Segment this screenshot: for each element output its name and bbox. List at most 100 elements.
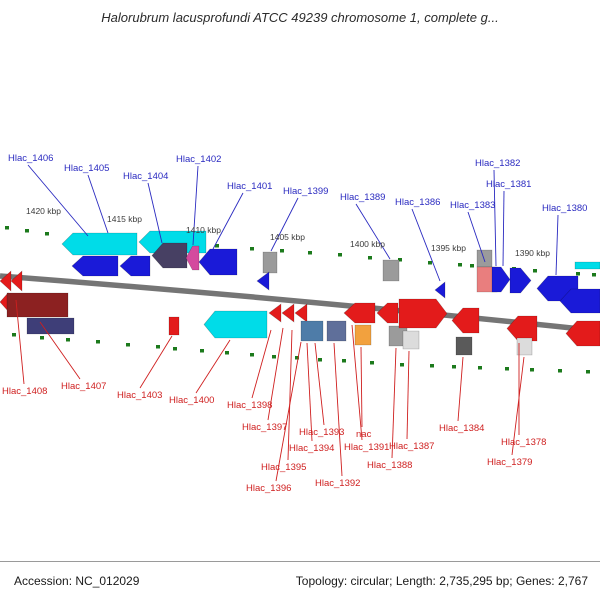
- gene-shape[interactable]: [71, 255, 119, 277]
- scale-tick: [215, 244, 219, 248]
- label-leader-line: [511, 356, 525, 456]
- gene-shape[interactable]: [574, 261, 600, 270]
- gene-label-reverse[interactable]: Hlac_1400: [169, 395, 214, 406]
- gene-shape[interactable]: [61, 232, 138, 256]
- gene-shape[interactable]: [382, 259, 400, 282]
- gene-shape[interactable]: [198, 248, 238, 276]
- scale-tick: [338, 253, 342, 257]
- gene-label-reverse[interactable]: nac: [356, 429, 372, 440]
- scale-tick: [558, 369, 562, 373]
- gene-shape[interactable]: [451, 307, 480, 334]
- scale-tick: [458, 263, 462, 267]
- gene-shape[interactable]: [326, 320, 347, 342]
- scale-label: 1405 kbp: [270, 232, 305, 242]
- gene-shape[interactable]: [203, 310, 268, 339]
- gene-label-reverse[interactable]: Hlac_1379: [487, 457, 532, 468]
- gene-shape[interactable]: [402, 330, 420, 350]
- gene-shape[interactable]: [168, 316, 180, 336]
- scale-tick: [295, 356, 299, 360]
- scale-tick: [576, 272, 580, 276]
- scale-tick: [45, 232, 49, 236]
- gene-label-reverse[interactable]: Hlac_1391: [344, 442, 389, 453]
- gene-shape[interactable]: [343, 302, 376, 324]
- scale-tick: [505, 367, 509, 371]
- scale-tick: [428, 261, 432, 265]
- gene-label-reverse[interactable]: Hlac_1393: [299, 427, 344, 438]
- label-leader-line: [39, 321, 81, 380]
- label-leader-line: [406, 350, 410, 440]
- gene-label-reverse[interactable]: Hlac_1407: [61, 381, 106, 392]
- scale-label: 1410 kbp: [186, 225, 221, 235]
- gene-shape[interactable]: [6, 292, 69, 318]
- scale-tick: [586, 370, 590, 374]
- scale-tick: [308, 251, 312, 255]
- gene-shape[interactable]: [151, 242, 188, 269]
- gene-label-reverse[interactable]: Hlac_1397: [242, 422, 287, 433]
- label-leader-line: [270, 197, 299, 252]
- gene-label-reverse[interactable]: Hlac_1396: [246, 483, 291, 494]
- gene-shape[interactable]: [26, 317, 75, 335]
- gene-label-reverse[interactable]: Hlac_1403: [117, 390, 162, 401]
- scale-label: 1420 kbp: [26, 206, 61, 216]
- gene-shape[interactable]: [398, 298, 448, 329]
- gene-label-reverse[interactable]: Hlac_1392: [315, 478, 360, 489]
- gene-shape[interactable]: [506, 315, 538, 342]
- gene-label-forward[interactable]: Hlac_1383: [450, 200, 495, 211]
- gene-shape[interactable]: [491, 266, 511, 293]
- label-leader-line: [333, 342, 343, 477]
- gene-shape[interactable]: [565, 320, 600, 347]
- gene-label-reverse[interactable]: Hlac_1408: [2, 386, 47, 397]
- gene-label-reverse[interactable]: Hlac_1398: [227, 400, 272, 411]
- scale-tick: [398, 258, 402, 262]
- gene-shape[interactable]: [138, 230, 207, 254]
- gene-label-forward[interactable]: Hlac_1380: [542, 203, 587, 214]
- gene-label-forward[interactable]: Hlac_1401: [227, 181, 272, 192]
- gene-label-forward[interactable]: Hlac_1402: [176, 154, 221, 165]
- gene-label-reverse[interactable]: Hlac_1387: [389, 441, 434, 452]
- gene-label-forward[interactable]: Hlac_1389: [340, 192, 385, 203]
- gene-shape[interactable]: [281, 303, 295, 323]
- gene-label-reverse[interactable]: Hlac_1384: [439, 423, 484, 434]
- gene-shape[interactable]: [262, 251, 278, 274]
- gene-label-reverse[interactable]: Hlac_1395: [261, 462, 306, 473]
- scale-tick: [250, 353, 254, 357]
- gene-shape[interactable]: [119, 255, 151, 277]
- gene-label-forward[interactable]: Hlac_1406: [8, 153, 53, 164]
- gene-label-forward[interactable]: Hlac_1381: [486, 179, 531, 190]
- gene-shape[interactable]: [509, 267, 532, 294]
- gene-shape[interactable]: [455, 336, 473, 356]
- gene-shape[interactable]: [300, 320, 324, 342]
- gene-shape[interactable]: [10, 270, 23, 292]
- label-leader-line: [555, 214, 559, 276]
- label-leader-line: [391, 347, 397, 459]
- gene-shape[interactable]: [376, 302, 399, 324]
- scale-tick: [156, 345, 160, 349]
- label-leader-line: [355, 203, 391, 260]
- gene-label-forward[interactable]: Hlac_1405: [64, 163, 109, 174]
- gene-shape[interactable]: [516, 337, 533, 356]
- label-leader-line: [251, 329, 272, 399]
- label-leader-line: [275, 341, 302, 482]
- status-bar: Accession: NC_012029 Topology: circular;…: [0, 561, 600, 600]
- gene-shape[interactable]: [559, 288, 600, 314]
- gene-shape[interactable]: [256, 271, 270, 291]
- gene-label-forward[interactable]: Hlac_1382: [475, 158, 520, 169]
- gene-shape[interactable]: [354, 324, 372, 346]
- gene-shape[interactable]: [476, 249, 493, 268]
- gene-shape[interactable]: [185, 245, 200, 271]
- gene-shape[interactable]: [294, 303, 308, 323]
- gene-label-forward[interactable]: Hlac_1386: [395, 197, 440, 208]
- scale-tick: [96, 340, 100, 344]
- gene-shape[interactable]: [268, 303, 282, 323]
- gene-label-forward[interactable]: Hlac_1399: [283, 186, 328, 197]
- label-leader-line: [306, 342, 313, 442]
- gene-shape[interactable]: [434, 281, 446, 299]
- gene-label-reverse[interactable]: Hlac_1378: [501, 437, 546, 448]
- scale-tick: [452, 365, 456, 369]
- scale-tick: [66, 338, 70, 342]
- gene-label-forward[interactable]: Hlac_1404: [123, 171, 168, 182]
- gene-label-reverse[interactable]: Hlac_1394: [289, 443, 334, 454]
- scale-tick: [5, 226, 9, 230]
- gene-label-reverse[interactable]: Hlac_1388: [367, 460, 412, 471]
